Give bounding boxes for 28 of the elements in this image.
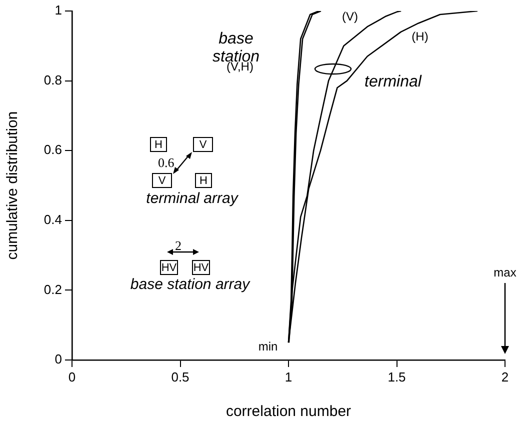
annotation: H [195, 173, 212, 188]
annotation: (H) [412, 29, 428, 44]
annotation: 0.6 [158, 155, 174, 171]
annotation: min [258, 339, 278, 354]
x-axis-title: correlation number [226, 403, 352, 420]
y-tick-label: 0.4 [44, 212, 62, 227]
y-tick-label: 0 [54, 352, 62, 367]
x-tick-label: 2 [501, 369, 509, 384]
y-tick-label: 0.6 [44, 142, 62, 158]
annotation: (V) [342, 9, 358, 24]
x-tick-label: 0 [68, 369, 76, 384]
y-tick-label: 1 [54, 2, 62, 18]
annotation: HV [192, 260, 210, 275]
annotation: 2 [175, 238, 182, 254]
x-tick-label: 1.5 [388, 369, 406, 384]
y-tick-label: 0.8 [44, 72, 62, 88]
y-tick-label: 0.2 [44, 282, 62, 297]
x-tick-label: 0.5 [171, 369, 190, 384]
annotation: H [150, 137, 167, 152]
annotation: terminal [364, 73, 422, 90]
annotation: max [494, 265, 516, 280]
annotation: V [152, 173, 172, 188]
annotation: HV [160, 260, 178, 275]
x-tick-label: 1 [284, 369, 292, 384]
annotation: V [193, 137, 213, 152]
annotation: terminal array [146, 190, 238, 207]
annotation: base station array [130, 276, 250, 293]
y-axis-title: cumulative distribution [4, 111, 22, 260]
